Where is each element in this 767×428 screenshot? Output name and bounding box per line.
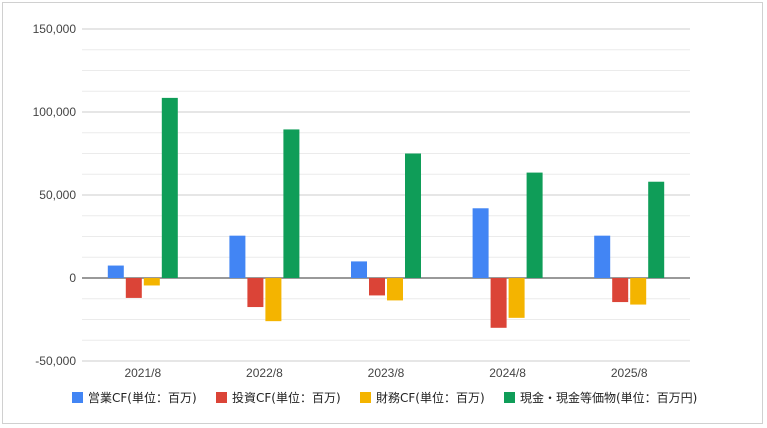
bar-series-1-2022-8 [229,235,246,278]
legend-swatch [504,392,515,403]
legend-swatch [360,392,371,403]
bar-series-1-2023-8 [351,261,367,278]
y-tick-label: 100,000 [33,105,77,119]
bar-series-2-2021-8 [125,278,142,298]
bar-series-2-2022-8 [247,278,264,308]
x-tick-label: 2024/8 [489,366,526,380]
legend-swatch [72,392,83,403]
bar-series-3-2022-8 [265,278,282,322]
x-axis-ticks: 2021/8 2022/8 2023/8 2024/8 2025/8 [124,366,647,380]
bar-series-3-2025-8 [630,278,647,305]
y-axis-ticks: 150,000 100,000 50,000 0 -50,000 [33,22,77,368]
legend-label: 現金・現金等価物(単位：百万円) [520,390,697,405]
bar-series-2-2025-8 [612,278,629,303]
legend-label: 財務CF(単位：百万) [376,390,485,405]
bar-series-3-2023-8 [387,278,403,301]
legend-label: 投資CF(単位：百万) [232,390,341,405]
bar-series-4-2024-8 [526,172,543,278]
x-tick-label: 2025/8 [611,366,648,380]
bar-series-2-2024-8 [490,278,507,328]
chart-frame [2,2,763,424]
legend: 営業CF(単位：百万) 投資CF(単位：百万) 財務CF(単位：百万) 現金・現金等価… [72,390,697,405]
bar-series-3-2021-8 [143,278,160,286]
x-tick-label: 2021/8 [124,366,161,380]
bar-series-1-2024-8 [472,208,489,278]
bar-series-3-2024-8 [508,278,525,318]
y-tick-label: 150,000 [33,22,77,36]
bar-series-4-2023-8 [405,153,421,278]
x-tick-label: 2022/8 [246,366,283,380]
legend-swatch [216,392,227,403]
bar-series-4-2025-8 [648,181,665,278]
bars [107,97,665,328]
bar-series-4-2021-8 [161,97,178,278]
bar-series-2-2023-8 [369,278,385,296]
y-tick-label: 0 [69,271,76,285]
y-tick-label: 50,000 [39,188,76,202]
bar-series-1-2021-8 [107,265,124,278]
x-tick-label: 2023/8 [368,366,405,380]
legend-label: 営業CF(単位：百万) [88,390,197,405]
bar-series-1-2025-8 [594,235,611,278]
bar-series-4-2022-8 [283,129,300,278]
gridlines [82,28,690,362]
y-tick-label: -50,000 [35,354,76,368]
